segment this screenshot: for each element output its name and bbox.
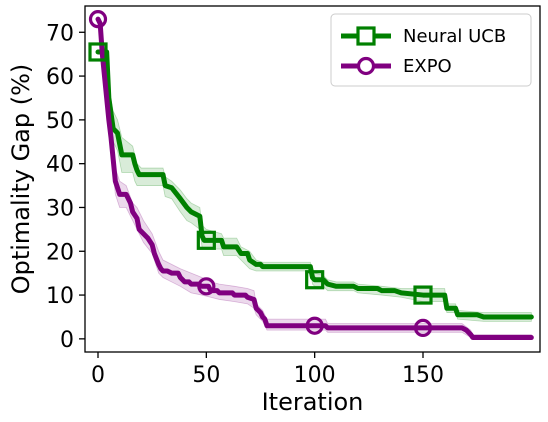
- y-tick-label-4: 40: [46, 153, 74, 178]
- neural-ucb-marker-3: [413, 285, 433, 305]
- x-axis-title: Iteration: [262, 388, 364, 416]
- y-axis-title: Optimality Gap (%): [7, 64, 35, 295]
- legend-expo-marker: [356, 56, 376, 76]
- expo-line: [95, 16, 534, 341]
- legend: Neural UCB EXPO: [330, 13, 532, 87]
- neural-ucb-line: [95, 49, 534, 320]
- y-tick-label-0: 0: [60, 328, 74, 353]
- x-tick-label-1: 50: [192, 363, 220, 388]
- expo-marker-1: [197, 277, 216, 296]
- series-markers: [88, 10, 433, 338]
- series-lines: [95, 16, 534, 341]
- y-tick-label-3: 30: [46, 196, 74, 221]
- y-tick-label-6: 60: [46, 65, 74, 90]
- neural-ucb-marker-0: [88, 42, 108, 62]
- plot-area-frame: [84, 5, 541, 353]
- neural-ucb-marker-1: [196, 230, 216, 250]
- y-tick-label-7: 70: [46, 21, 74, 46]
- y-tick-label-5: 50: [46, 109, 74, 134]
- y-tick-label-1: 10: [46, 284, 74, 309]
- x-tick-label-0: 0: [91, 363, 105, 388]
- x-axis-ticks: 0 50 100 150: [91, 352, 444, 388]
- x-tick-label-3: 150: [402, 363, 444, 388]
- y-axis-ticks: 0 10 20 30 40 50 60 70: [46, 21, 85, 353]
- x-tick-label-2: 100: [294, 363, 336, 388]
- legend-neural-ucb-marker: [356, 26, 376, 46]
- legend-expo-label: EXPO: [403, 56, 452, 77]
- neural-ucb-marker-2: [305, 270, 325, 290]
- expo-marker-2: [305, 316, 324, 335]
- expo-marker-3: [413, 318, 433, 338]
- legend-neural-ucb-label: Neural UCB: [403, 26, 506, 47]
- expo-marker-0: [88, 10, 108, 29]
- y-tick-label-2: 20: [46, 240, 74, 265]
